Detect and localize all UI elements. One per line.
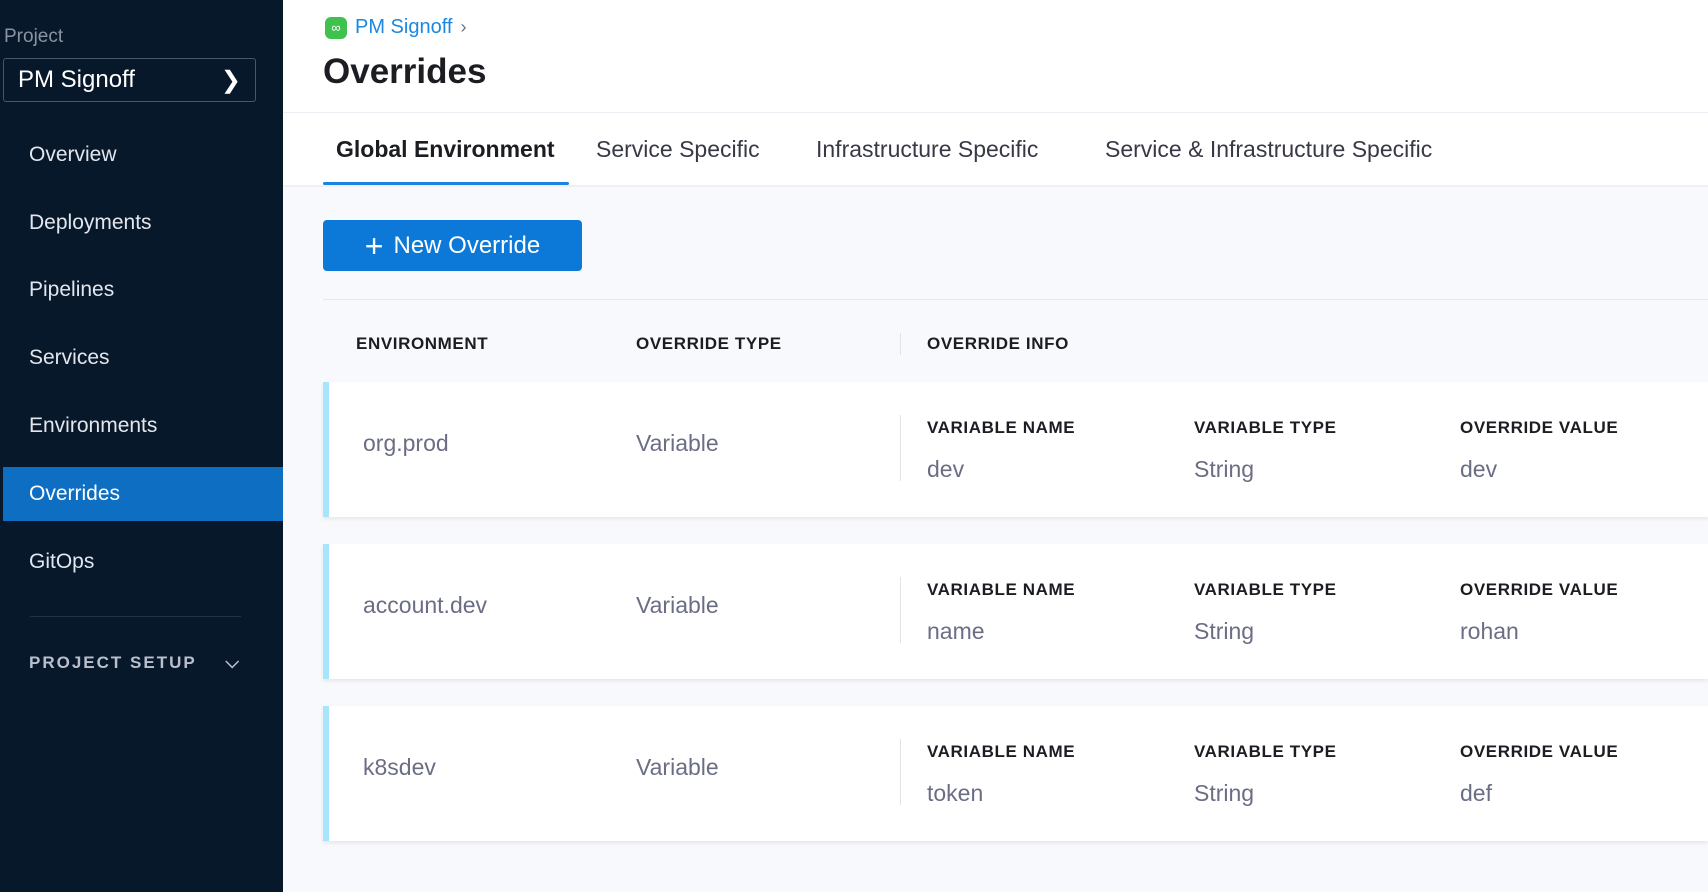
table-row[interactable]: account.dev Variable VARIABLE NAME VARIA… bbox=[323, 544, 1708, 679]
sidebar-item-environments[interactable]: Environments bbox=[29, 414, 158, 437]
override-value-value: def bbox=[1460, 780, 1492, 806]
variable-name-value: dev bbox=[927, 456, 965, 482]
breadcrumb-project-link[interactable]: PM Signoff bbox=[355, 16, 453, 38]
plus-icon: + bbox=[364, 227, 384, 264]
variable-name-value: name bbox=[927, 618, 985, 644]
variable-type-value: String bbox=[1194, 456, 1255, 482]
sidebar-divider bbox=[30, 616, 241, 617]
new-override-button[interactable]: + New Override bbox=[323, 220, 582, 271]
column-separator bbox=[900, 415, 901, 481]
chevron-right-icon: › bbox=[460, 17, 467, 37]
page-header: ∞ PM Signoff › Overrides bbox=[283, 0, 1708, 113]
sidebar: Project PM Signoff ❯ Overview Deployment… bbox=[0, 0, 283, 892]
environment-value: k8sdev bbox=[363, 754, 436, 780]
sidebar-item-overrides[interactable]: Overrides bbox=[3, 467, 283, 521]
column-header-override-info: OVERRIDE INFO bbox=[927, 334, 1069, 353]
project-label: Project bbox=[4, 26, 64, 47]
divider bbox=[323, 299, 1708, 300]
override-value-label: OVERRIDE VALUE bbox=[1460, 580, 1619, 599]
sidebar-item-gitops[interactable]: GitOps bbox=[29, 550, 95, 573]
project-name: PM Signoff bbox=[18, 66, 135, 93]
project-setup-label: PROJECT SETUP bbox=[29, 652, 197, 672]
tab-service-specific[interactable]: Service Specific bbox=[596, 136, 760, 162]
variable-type-label: VARIABLE TYPE bbox=[1194, 742, 1337, 761]
table-row[interactable]: org.prod Variable VARIABLE NAME VARIABLE… bbox=[323, 382, 1708, 517]
page-title: Overrides bbox=[323, 52, 487, 91]
column-separator bbox=[900, 739, 901, 805]
variable-type-value: String bbox=[1194, 618, 1255, 644]
chevron-right-icon: ❯ bbox=[220, 66, 241, 94]
project-icon: ∞ bbox=[325, 16, 347, 39]
variable-name-label: VARIABLE NAME bbox=[927, 418, 1076, 437]
sidebar-item-deployments[interactable]: Deployments bbox=[29, 211, 152, 234]
variable-name-value: token bbox=[927, 780, 984, 806]
column-header-override-type: OVERRIDE TYPE bbox=[636, 334, 782, 353]
tab-global-environment[interactable]: Global Environment bbox=[336, 136, 555, 162]
variable-type-value: String bbox=[1194, 780, 1255, 806]
variable-name-label: VARIABLE NAME bbox=[927, 580, 1076, 599]
tab-infrastructure-specific[interactable]: Infrastructure Specific bbox=[816, 136, 1039, 162]
chevron-down-icon: ⌵ bbox=[225, 652, 241, 672]
tab-bar: Global Environment Service Specific Infr… bbox=[283, 113, 1708, 187]
environment-value: account.dev bbox=[363, 592, 488, 618]
override-type-value: Variable bbox=[636, 754, 719, 780]
column-separator bbox=[900, 333, 901, 355]
override-value-label: OVERRIDE VALUE bbox=[1460, 418, 1619, 437]
column-separator bbox=[900, 577, 901, 643]
variable-type-label: VARIABLE TYPE bbox=[1194, 580, 1337, 599]
sidebar-item-overview[interactable]: Overview bbox=[29, 143, 117, 166]
variable-type-label: VARIABLE TYPE bbox=[1194, 418, 1337, 437]
project-setup-toggle[interactable]: PROJECT SETUP ⌵ bbox=[29, 652, 241, 673]
override-value-value: rohan bbox=[1460, 618, 1519, 644]
column-header-environment: ENVIRONMENT bbox=[356, 334, 489, 353]
environment-value: org.prod bbox=[363, 430, 449, 456]
override-type-value: Variable bbox=[636, 430, 719, 456]
override-value-label: OVERRIDE VALUE bbox=[1460, 742, 1619, 761]
tab-service-infrastructure-specific[interactable]: Service & Infrastructure Specific bbox=[1105, 136, 1433, 162]
project-selector[interactable]: PM Signoff ❯ bbox=[3, 58, 256, 102]
table-row[interactable]: k8sdev Variable VARIABLE NAME VARIABLE T… bbox=[323, 706, 1708, 841]
new-override-label: New Override bbox=[393, 231, 541, 259]
active-tab-indicator bbox=[323, 182, 569, 185]
variable-name-label: VARIABLE NAME bbox=[927, 742, 1076, 761]
sidebar-item-pipelines[interactable]: Pipelines bbox=[29, 278, 115, 301]
override-value-value: dev bbox=[1460, 456, 1498, 482]
override-type-value: Variable bbox=[636, 592, 719, 618]
sidebar-item-services[interactable]: Services bbox=[29, 346, 110, 369]
breadcrumb: ∞ PM Signoff › bbox=[325, 16, 466, 39]
